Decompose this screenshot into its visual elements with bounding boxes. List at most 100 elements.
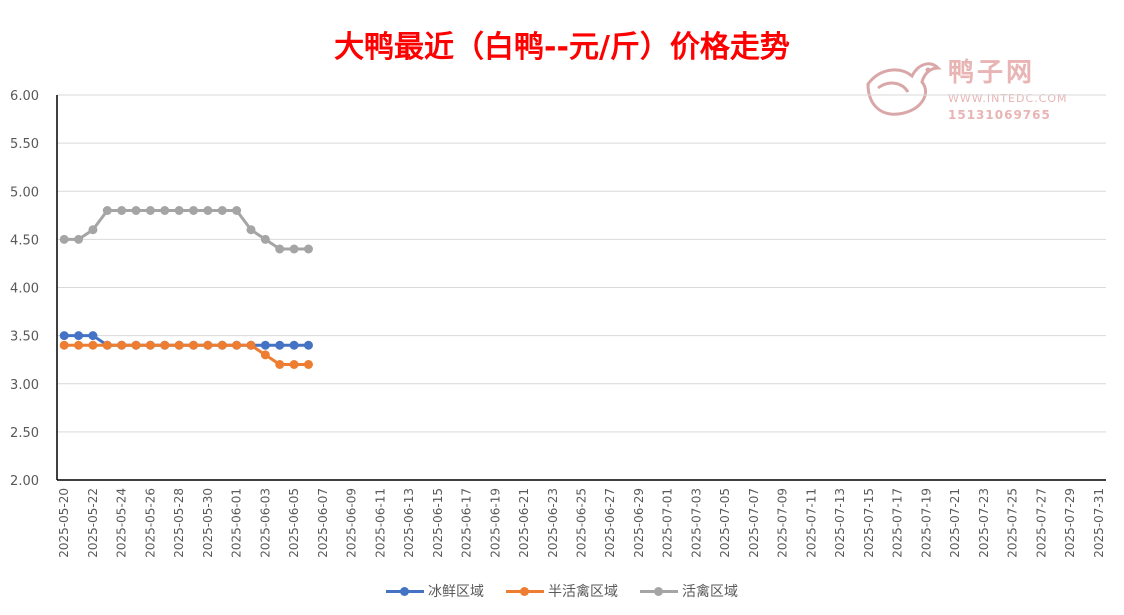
x-tick-label: 2025-07-23 xyxy=(977,488,991,558)
x-tick-label: 2025-07-17 xyxy=(891,488,905,558)
data-point xyxy=(88,331,98,341)
x-tick-label: 2025-06-03 xyxy=(258,488,272,558)
y-tick-label: 4.00 xyxy=(10,282,39,297)
data-point xyxy=(117,206,127,215)
x-tick-label: 2025-07-27 xyxy=(1034,488,1048,558)
data-point xyxy=(102,340,112,350)
data-point xyxy=(232,340,242,350)
legend-item: 活禽区域 xyxy=(640,581,738,601)
x-tick-label: 2025-06-19 xyxy=(488,488,502,558)
series-lines xyxy=(59,206,313,369)
legend-swatch xyxy=(506,586,544,596)
data-point xyxy=(117,340,127,350)
y-tick-label: 2.00 xyxy=(10,474,39,489)
data-point xyxy=(102,206,112,215)
x-tick-label: 2025-05-28 xyxy=(172,488,186,558)
data-point xyxy=(88,340,98,350)
data-point xyxy=(131,340,141,350)
data-point xyxy=(59,340,69,350)
y-tick-label: 5.50 xyxy=(10,137,39,152)
x-tick-label: 2025-05-20 xyxy=(57,488,71,558)
x-tick-label: 2025-07-21 xyxy=(948,488,962,558)
data-point xyxy=(88,225,98,235)
data-point xyxy=(303,244,313,254)
data-point xyxy=(203,340,213,350)
x-tick-label: 2025-06-01 xyxy=(230,488,244,558)
data-point xyxy=(131,206,141,215)
data-point xyxy=(145,340,155,350)
legend-item: 半活禽区域 xyxy=(506,581,618,601)
x-tick-label: 2025-05-24 xyxy=(115,488,129,558)
data-point xyxy=(160,206,170,215)
data-point xyxy=(174,340,184,350)
x-tick-label: 2025-06-27 xyxy=(603,488,617,558)
x-tick-label: 2025-06-15 xyxy=(431,488,445,558)
x-tick-label: 2025-06-07 xyxy=(316,488,330,558)
legend-item: 冰鲜区域 xyxy=(386,581,484,601)
x-tick-label: 2025-07-15 xyxy=(862,488,876,558)
series-line xyxy=(64,343,309,366)
data-point xyxy=(232,206,242,215)
legend-swatch xyxy=(640,586,678,596)
x-tick-label: 2025-05-30 xyxy=(201,488,215,558)
x-tick-label: 2025-07-11 xyxy=(804,488,818,558)
data-point xyxy=(189,340,199,350)
legend-swatch xyxy=(386,586,424,596)
data-point xyxy=(246,225,256,235)
x-tick-label: 2025-07-19 xyxy=(919,488,933,558)
data-point xyxy=(260,340,270,350)
legend: 冰鲜区域 半活禽区域 活禽区域 xyxy=(0,581,1124,601)
data-point xyxy=(160,340,170,350)
y-tick-label: 2.50 xyxy=(10,426,39,441)
data-point xyxy=(303,360,313,369)
data-point xyxy=(260,350,270,360)
data-point xyxy=(303,340,313,350)
x-tick-label: 2025-06-17 xyxy=(460,488,474,558)
data-point xyxy=(217,206,227,215)
data-point xyxy=(289,340,299,350)
data-point xyxy=(174,206,184,215)
x-tick-label: 2025-07-29 xyxy=(1063,488,1077,558)
y-tick-label: 6.00 xyxy=(10,89,39,104)
y-tick-label: 5.00 xyxy=(10,185,39,200)
data-point xyxy=(189,206,199,215)
x-tick-label: 2025-07-31 xyxy=(1092,488,1106,558)
x-tick-label: 2025-06-29 xyxy=(632,488,646,558)
x-tick-label: 2025-06-05 xyxy=(287,488,301,558)
grid-lines xyxy=(57,94,1106,433)
x-tick-label: 2025-07-13 xyxy=(833,488,847,558)
y-tick-label: 4.50 xyxy=(10,233,39,248)
x-tick-label: 2025-06-11 xyxy=(373,488,387,558)
watermark-name: 鸭子网 xyxy=(948,58,1036,88)
x-tick-label: 2025-06-13 xyxy=(402,488,416,558)
y-tick-label: 3.00 xyxy=(10,378,39,393)
legend-label: 半活禽区域 xyxy=(548,584,618,600)
data-point xyxy=(289,244,299,254)
data-point xyxy=(74,340,84,350)
chart-title: 大鸭最近（白鸭--元/斤）价格走势 xyxy=(334,30,790,65)
data-point xyxy=(275,360,285,369)
data-point xyxy=(74,234,84,244)
data-point xyxy=(59,331,69,341)
data-point xyxy=(217,340,227,350)
axes xyxy=(56,95,1106,481)
x-tick-label: 2025-07-05 xyxy=(718,488,732,558)
x-tick-label: 2025-07-25 xyxy=(1006,488,1020,558)
watermark-phone: 15131069765 xyxy=(948,108,1051,122)
x-tick-label: 2025-07-07 xyxy=(747,488,761,558)
data-point xyxy=(59,234,69,244)
legend-label: 冰鲜区域 xyxy=(428,584,484,600)
x-tick-label: 2025-06-21 xyxy=(517,488,531,558)
x-tick-label: 2025-06-23 xyxy=(546,488,560,558)
x-tick-label: 2025-07-03 xyxy=(689,488,703,558)
x-tick-label: 2025-05-22 xyxy=(86,488,100,558)
data-point xyxy=(275,340,285,350)
data-point xyxy=(246,340,256,350)
data-point xyxy=(74,331,84,341)
data-point xyxy=(203,206,213,215)
x-tick-label: 2025-05-26 xyxy=(143,488,157,558)
x-tick-label: 2025-07-09 xyxy=(776,488,790,558)
series-line xyxy=(64,209,309,251)
data-point xyxy=(145,206,155,215)
